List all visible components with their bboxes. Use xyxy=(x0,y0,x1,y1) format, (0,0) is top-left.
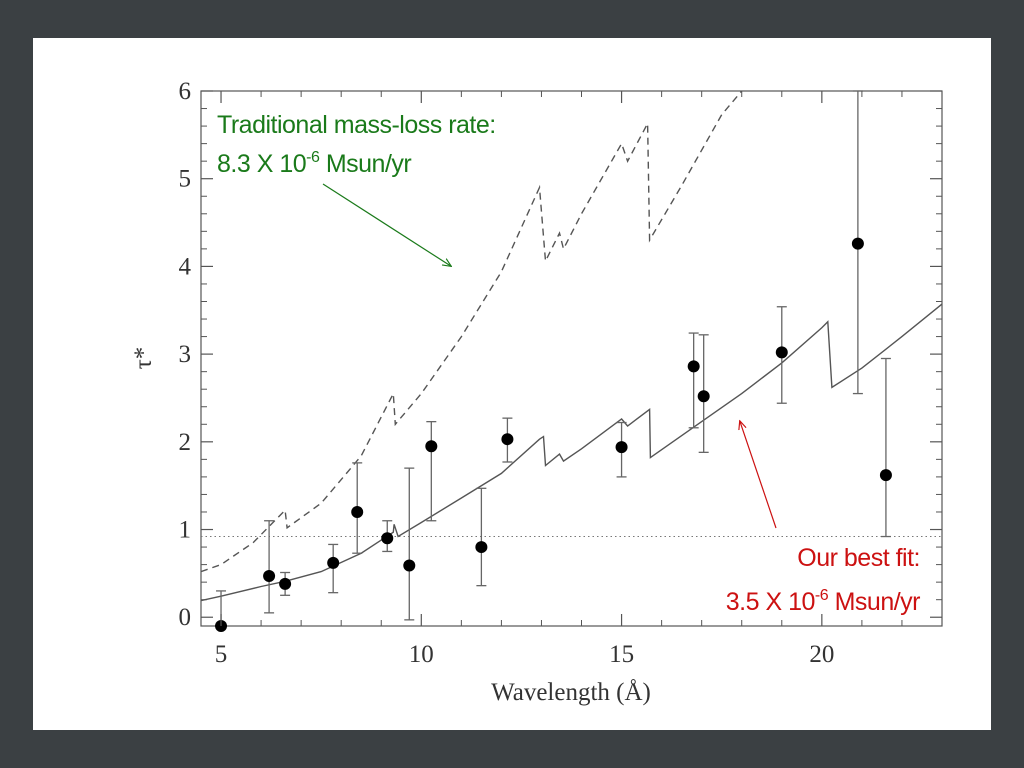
x-tick-label: 10 xyxy=(409,641,434,668)
data-point xyxy=(403,559,416,572)
y-axis-label: τ* xyxy=(130,347,157,370)
data-point xyxy=(615,441,628,454)
y-tick-label: 4 xyxy=(179,253,192,280)
traditional-arrow xyxy=(322,183,451,266)
x-axis-label: Wavelength (Å) xyxy=(491,679,651,706)
data-point xyxy=(279,577,292,590)
model-lines-layer xyxy=(201,91,942,602)
data-point xyxy=(851,237,864,250)
bestfit-exponent: -6 xyxy=(815,587,829,604)
y-tick-label: 2 xyxy=(179,429,192,456)
chart: 5 10 15 20 0 1 2 3 4 5 6 Wavelength (Å) τ* Traditi… xyxy=(130,78,943,706)
data-point xyxy=(327,556,340,569)
bestfit-rate: 3.5 X 10 xyxy=(726,588,815,616)
x-tick-label: 15 xyxy=(609,641,634,668)
data-point xyxy=(501,433,514,446)
traditional-unit: Msun/yr xyxy=(319,150,411,178)
bestfit-annotation: Our best fit: 3.5 X 10-6 Msun/yr xyxy=(726,421,921,616)
x-tick-label: 20 xyxy=(809,641,834,668)
data-point xyxy=(475,541,488,554)
slide-canvas: 5 10 15 20 0 1 2 3 4 5 6 Wavelength (Å) τ* Traditi… xyxy=(33,38,991,730)
x-tick-label: 5 xyxy=(215,641,228,668)
bestfit-line2: 3.5 X 10-6 Msun/yr xyxy=(726,587,920,616)
error-bars-layer xyxy=(216,90,891,627)
y-tick-label: 1 xyxy=(179,517,192,544)
bestfit-unit: Msun/yr xyxy=(828,588,920,616)
data-point xyxy=(263,570,276,583)
traditional-line2: 8.3 X 10-6 Msun/yr xyxy=(217,149,411,178)
data-points-layer xyxy=(215,237,892,632)
data-point xyxy=(381,532,394,545)
data-point xyxy=(879,469,892,482)
data-point xyxy=(687,360,700,373)
y-tick-label: 3 xyxy=(179,341,192,368)
data-point xyxy=(775,346,788,359)
traditional-model-line xyxy=(201,91,743,573)
traditional-rate: 8.3 X 10 xyxy=(217,150,306,178)
y-tick-label: 5 xyxy=(179,166,192,193)
traditional-exponent: -6 xyxy=(306,149,320,166)
data-point xyxy=(697,390,710,403)
y-tick-label: 6 xyxy=(179,78,192,105)
bestfit-arrow xyxy=(740,421,777,529)
data-point xyxy=(351,505,364,518)
ticks-layer: 5 10 15 20 0 1 2 3 4 5 6 xyxy=(179,78,943,668)
data-point xyxy=(425,440,438,453)
bestfit-line1: Our best fit: xyxy=(797,544,920,572)
plot-frame xyxy=(200,90,943,627)
traditional-annotation: Traditional mass-loss rate: 8.3 X 10-6 M… xyxy=(217,111,496,266)
y-tick-label: 0 xyxy=(179,604,192,631)
traditional-line1: Traditional mass-loss rate: xyxy=(217,111,496,139)
